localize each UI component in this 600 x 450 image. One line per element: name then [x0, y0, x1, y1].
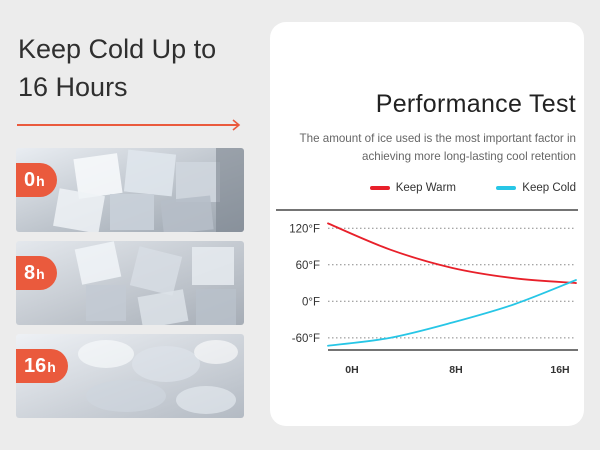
legend-swatch-cold	[496, 186, 517, 190]
x-tick-label: 0H	[345, 364, 358, 376]
y-tick-label: 0°F	[302, 296, 320, 308]
time-badge-16h: 16 h	[16, 349, 68, 383]
headline-line-2: 16 Hours	[18, 72, 128, 102]
legend-item-keep-warm: Keep Warm	[369, 182, 456, 194]
y-tick-label: 120°F	[289, 223, 320, 235]
legend-swatch-warm	[369, 186, 390, 190]
performance-card: Performance Test The amount of ice used …	[270, 22, 584, 426]
legend-label-warm: Keep Warm	[395, 182, 456, 194]
x-tick-label: 16H	[550, 364, 569, 376]
headline: Keep Cold Up to 16 Hours	[18, 30, 258, 106]
ice-image-16h: 16 h	[16, 334, 244, 418]
card-subtitle: The amount of ice used is the most impor…	[299, 132, 576, 163]
card-title: Performance Test	[375, 90, 576, 118]
y-tick-label: 60°F	[296, 260, 320, 272]
series-line-keep-cold	[327, 279, 577, 347]
y-tick-label: -60°F	[292, 333, 320, 345]
legend-item-keep-cold: Keep Cold	[496, 182, 576, 194]
arrow-right-icon	[17, 119, 241, 131]
headline-line-1: Keep Cold Up to	[18, 34, 217, 64]
performance-chart: 120°F 60°F 0°F -60°F 0H 8H 16H	[276, 209, 578, 376]
legend-label-cold: Keep Cold	[522, 182, 576, 194]
x-tick-label: 8H	[449, 364, 462, 376]
series-line-keep-warm	[327, 222, 577, 284]
